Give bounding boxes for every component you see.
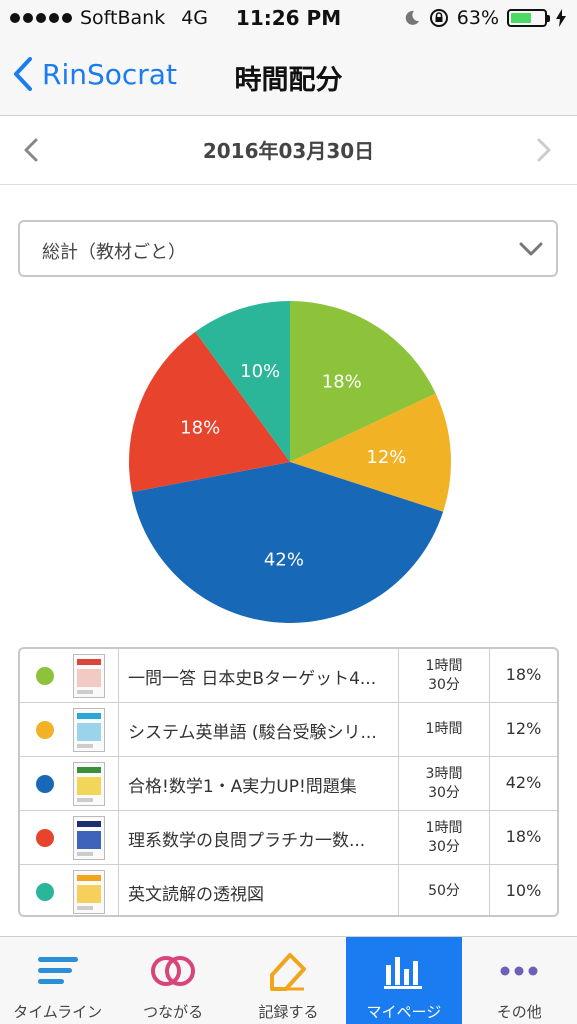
column-divider <box>118 703 119 756</box>
tab-connect-rings[interactable]: つながる <box>115 937 230 1024</box>
status-bar: SoftBank 4G 11:26 PM 63% <box>0 0 577 38</box>
tab-label: タイムライン <box>13 1003 103 1021</box>
column-divider <box>118 757 119 810</box>
date-selector: 2016年03月30日 <box>0 117 577 185</box>
column-divider <box>489 757 490 810</box>
material-time-table: 一問一答 日本史Bターゲット4... 1時間 30分 18% システム英単語 (駿台受… <box>18 647 559 917</box>
tab-timeline[interactable]: タイムライン <box>0 937 115 1024</box>
table-row[interactable]: 一問一答 日本史Bターゲット4... 1時間 30分 18% <box>20 649 557 703</box>
tab-bar: タイムライン つながる 記録する マイページ その他 <box>0 936 577 1024</box>
date-label: 2016年03月30日 <box>202 139 375 163</box>
column-divider <box>398 865 399 915</box>
study-duration: 1時間 30分 <box>425 820 463 855</box>
chevron-right-icon <box>537 138 551 162</box>
book-cover-thumbnail <box>73 762 105 806</box>
table-row[interactable]: 理系数学の良問プラチカ一数... 1時間 30分 18% <box>20 811 557 865</box>
chevron-left-icon <box>14 57 32 91</box>
pie-slice-label-2: 12% <box>366 447 406 468</box>
tab-label: マイページ <box>366 1003 442 1021</box>
column-divider <box>489 703 490 756</box>
column-divider <box>489 649 490 702</box>
aggregation-select[interactable]: 総計（教材ごと） <box>18 220 558 277</box>
book-cover-thumbnail <box>73 654 105 698</box>
column-divider <box>398 703 399 756</box>
column-divider <box>398 757 399 810</box>
tab-bar-chart[interactable]: マイページ <box>346 937 462 1024</box>
time-percentage: 10% <box>505 881 542 900</box>
pie-slice-5 <box>195 301 290 462</box>
back-label: RinSocrat <box>42 57 177 91</box>
back-button[interactable]: RinSocrat <box>12 56 177 92</box>
series-color-dot <box>36 829 54 847</box>
column-divider <box>398 811 399 864</box>
study-duration: 3時間 30分 <box>425 766 463 801</box>
material-title: 一問一答 日本史Bターゲット4... <box>128 669 377 689</box>
time-percentage: 12% <box>505 719 542 738</box>
column-divider <box>398 649 399 702</box>
time-percentage: 42% <box>505 773 542 792</box>
moon-icon <box>405 10 419 25</box>
pie-slice-2 <box>290 393 451 512</box>
book-cover-thumbnail <box>73 708 105 752</box>
status-time: 11:26 PM <box>235 6 342 30</box>
time-percentage: 18% <box>505 827 542 846</box>
network-label: 4G <box>181 7 209 29</box>
table-row[interactable]: 合格!数学1・A実力UP!問題集 3時間 30分 42% <box>20 757 557 811</box>
more-dots-icon <box>495 949 543 993</box>
material-title: 合格!数学1・A実力UP!問題集 <box>128 777 357 797</box>
tab-record-pencil[interactable]: 記録する <box>231 937 346 1024</box>
study-duration: 1時間 <box>425 721 463 737</box>
pie-slice-label-3: 42% <box>264 549 304 570</box>
previous-date-button[interactable] <box>16 133 46 167</box>
series-color-dot <box>36 721 54 739</box>
pie-slice-label-5: 10% <box>240 361 280 382</box>
column-divider <box>118 649 119 702</box>
material-title: 理系数学の良問プラチカ一数... <box>128 831 366 851</box>
battery-icon <box>507 9 550 27</box>
chevron-left-icon <box>24 138 38 162</box>
tab-label: その他 <box>496 1003 542 1021</box>
signal-strength-icon <box>10 13 72 23</box>
pie-slice-1 <box>290 301 436 462</box>
table-row[interactable]: 英文読解の透視図 50分 10% <box>20 865 557 915</box>
pie-slice-4 <box>129 331 290 493</box>
carrier-label: SoftBank <box>80 7 166 29</box>
time-percentage: 18% <box>505 665 542 684</box>
tab-label: つながる <box>143 1003 204 1021</box>
time-distribution-pie-chart: 18% 12% 42% 18% 10% <box>127 298 453 626</box>
column-divider <box>489 811 490 864</box>
material-title: システム英単語 (駿台受験シリ... <box>128 723 377 743</box>
bar-chart-icon <box>380 949 428 993</box>
series-color-dot <box>36 883 54 901</box>
study-duration: 1時間 30分 <box>425 658 463 693</box>
battery-percent: 63% <box>456 7 499 29</box>
record-pencil-icon <box>264 949 312 993</box>
navigation-bar: RinSocrat 時間配分 <box>0 38 577 116</box>
table-row[interactable]: システム英単語 (駿台受験シリ... 1時間 12% <box>20 703 557 757</box>
timeline-icon <box>34 949 82 993</box>
rotation-lock-icon <box>429 9 448 27</box>
tab-label: 記録する <box>258 1003 319 1021</box>
chevron-down-icon <box>519 242 543 256</box>
pie-slice-label-1: 18% <box>322 371 362 392</box>
connect-rings-icon <box>149 949 197 993</box>
column-divider <box>489 865 490 915</box>
pie-slice-label-4: 18% <box>180 417 220 438</box>
next-date-button[interactable] <box>529 133 559 167</box>
series-color-dot <box>36 775 54 793</box>
pie-slice-3 <box>131 462 444 623</box>
charging-bolt-icon <box>556 9 566 27</box>
study-duration: 50分 <box>428 883 460 899</box>
book-cover-thumbnail <box>73 870 105 914</box>
book-cover-thumbnail <box>73 816 105 860</box>
material-title: 英文読解の透視図 <box>128 885 264 905</box>
series-color-dot <box>36 667 54 685</box>
aggregation-select-value: 総計（教材ごと） <box>42 242 186 263</box>
page-title: 時間配分 <box>234 65 343 96</box>
column-divider <box>118 865 119 915</box>
tab-more-dots[interactable]: その他 <box>462 937 577 1024</box>
column-divider <box>118 811 119 864</box>
